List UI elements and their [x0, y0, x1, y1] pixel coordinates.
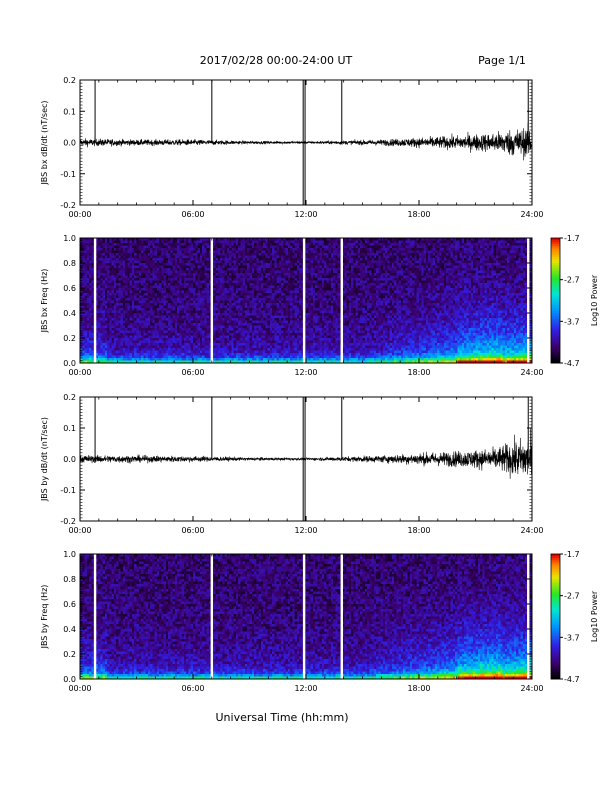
y-axis-label: JBS by Freq (Hz) — [40, 585, 49, 650]
y-tick-label: 0.1 — [63, 424, 76, 433]
x-tick-label: 12:00 — [294, 526, 317, 535]
y-tick-label: -0.2 — [60, 201, 76, 210]
x-tick-label: 18:00 — [407, 684, 430, 693]
colorbar: -1.7 -2.7 -3.7 -4.7 Log10 Power — [551, 234, 599, 368]
colorbar-tick-label: -2.7 — [564, 592, 580, 601]
colorbar-tick-label: -1.7 — [564, 550, 580, 559]
y-tick-label: 0.2 — [63, 650, 76, 659]
y-tick-label: 0.4 — [63, 625, 76, 634]
waveform-trace — [80, 428, 532, 479]
data-gap — [303, 238, 305, 363]
data-gap — [341, 238, 343, 363]
x-tick-label: 24:00 — [520, 526, 543, 535]
colorbar-label: Log10 Power — [590, 590, 599, 642]
colorbar-tick-label: -2.7 — [564, 276, 580, 285]
x-tick-label: 24:00 — [520, 210, 543, 219]
spectrogram-image — [80, 238, 532, 363]
x-tick-label: 18:00 — [407, 368, 430, 377]
x-tick-label: 18:00 — [407, 210, 430, 219]
colorbar-tick-label: -1.7 — [564, 234, 580, 243]
x-tick-label: 00:00 — [68, 684, 91, 693]
x-tick-label: 06:00 — [181, 368, 204, 377]
colorbar-tick-label: -4.7 — [564, 675, 580, 684]
y-axis-label: JBS bx dB/dt (nT/sec) — [40, 100, 49, 185]
data-gap — [341, 554, 343, 679]
data-gap — [94, 554, 96, 679]
y-tick-label: 0.2 — [63, 76, 76, 85]
y-tick-label: 0.0 — [63, 675, 76, 684]
y-tick-label: 0.8 — [63, 259, 76, 268]
y-tick-label: 0.2 — [63, 393, 76, 402]
y-tick-label: 0.1 — [63, 107, 76, 116]
x-tick-label: 06:00 — [181, 526, 204, 535]
colorbar-tick-label: -4.7 — [564, 359, 580, 368]
y-tick-label: 1.0 — [63, 234, 76, 243]
x-tick-label: 00:00 — [68, 368, 91, 377]
waveform-plot-area — [80, 397, 532, 521]
x-tick-label: 12:00 — [294, 368, 317, 377]
colorbar-tick-label: -3.7 — [564, 633, 580, 642]
bx-waveform-panel: 00:00 06:00 12:00 18:00 24:00 0.2 0.1 0.0 -0.1 -0… — [40, 76, 544, 219]
y-tick-label: 0.0 — [63, 139, 76, 148]
data-gap — [527, 554, 529, 679]
y-tick-label: 0.8 — [63, 575, 76, 584]
by-waveform-panel: 00:00 06:00 12:00 18:00 24:00 0.2 0.1 0.0 -0.1 -0… — [40, 393, 544, 535]
colorbar-tick-label: -3.7 — [564, 317, 580, 326]
bx-spectrogram-panel: -1.7 -2.7 -3.7 -4.7 Log10 Power 00:00 06:00 12:… — [40, 234, 599, 377]
data-gap — [94, 238, 96, 363]
y-tick-label: 0.0 — [63, 455, 76, 464]
x-tick-label: 18:00 — [407, 526, 430, 535]
colorbar-label: Log10 Power — [590, 274, 599, 326]
waveform-plot-area — [80, 80, 532, 205]
y-tick-label: 1.0 — [63, 550, 76, 559]
x-tick-label: 06:00 — [181, 210, 204, 219]
waveform-trace — [80, 122, 532, 160]
x-tick-label: 24:00 — [520, 684, 543, 693]
y-tick-label: -0.2 — [60, 517, 76, 526]
y-tick-label: -0.1 — [60, 170, 76, 179]
y-tick-label: 0.0 — [63, 359, 76, 368]
y-tick-label: 0.6 — [63, 600, 76, 609]
x-tick-label: 12:00 — [294, 210, 317, 219]
x-tick-label: 00:00 — [68, 210, 91, 219]
page-title: 2017/02/28 00:00-24:00 UT — [200, 54, 353, 67]
colorbar: -1.7 -2.7 -3.7 -4.7 Log10 Power — [551, 550, 599, 684]
x-axis-title: Universal Time (hh:mm) — [216, 711, 349, 724]
spectrogram-image — [80, 554, 532, 679]
y-tick-label: 0.4 — [63, 309, 76, 318]
data-gap — [527, 238, 529, 363]
page-number: Page 1/1 — [478, 54, 526, 67]
y-tick-label: 0.6 — [63, 284, 76, 293]
data-gap — [303, 554, 305, 679]
data-gap — [211, 238, 213, 363]
y-tick-label: -0.1 — [60, 486, 76, 495]
y-axis-label: JBS by dB/dt (nT/sec) — [40, 417, 49, 502]
y-axis-label: JBS bx Freq (Hz) — [40, 269, 49, 334]
x-tick-label: 12:00 — [294, 684, 317, 693]
by-spectrogram-panel: -1.7 -2.7 -3.7 -4.7 Log10 Power 00:00 06:00 12:… — [40, 550, 599, 693]
x-tick-label: 00:00 — [68, 526, 91, 535]
x-tick-label: 24:00 — [520, 368, 543, 377]
data-gap — [211, 554, 213, 679]
x-tick-label: 06:00 — [181, 684, 204, 693]
y-tick-label: 0.2 — [63, 334, 76, 343]
